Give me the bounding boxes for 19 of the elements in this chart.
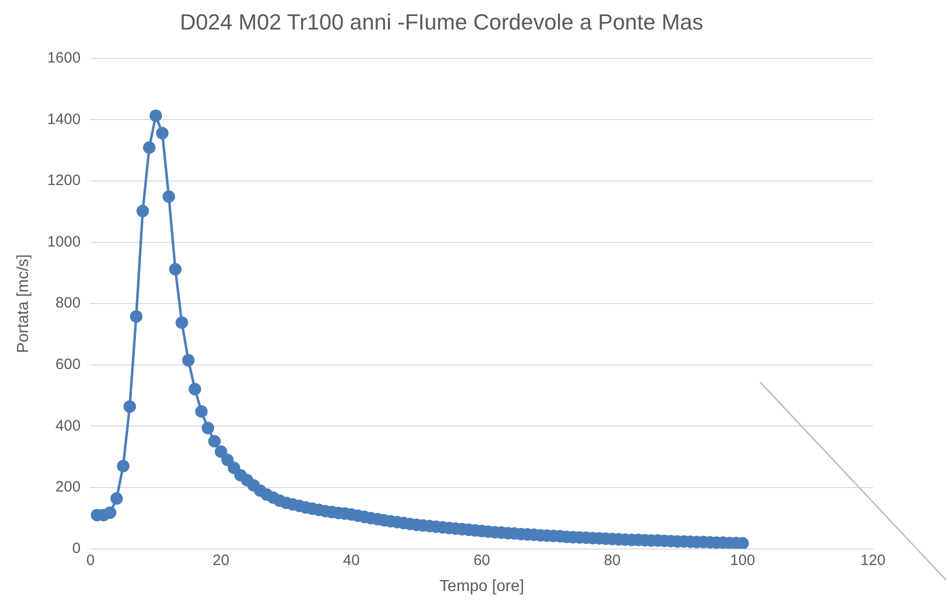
x-tick-label: 80: [604, 552, 621, 569]
y-tick-label: 1400: [47, 110, 81, 128]
y-tick-label: 200: [56, 478, 81, 496]
y-tick-label: 1000: [47, 233, 81, 250]
y-tick-label: 1600: [47, 50, 81, 67]
y-tick-label: 600: [56, 356, 81, 374]
x-tick-label: 20: [212, 552, 230, 569]
x-tick-label: 120: [860, 552, 886, 569]
x-tick-label: 100: [730, 552, 756, 569]
x-tick-label: 40: [343, 552, 360, 569]
y-tick-label: 400: [56, 417, 81, 434]
y-tick-label: 1200: [47, 172, 81, 190]
y-axis-title: Portata [mc/s]: [15, 254, 32, 353]
x-tick-label: 60: [473, 552, 490, 569]
chart-title: D024 M02 Tr100 anni -FIume Cordevole a Ponte Mas: [180, 9, 704, 34]
y-tick-label: 800: [56, 294, 81, 312]
x-tick-label: 0: [86, 552, 95, 569]
x-axis-title: Tempo [ore]: [440, 578, 524, 595]
y-tick-label: 0: [72, 540, 81, 557]
